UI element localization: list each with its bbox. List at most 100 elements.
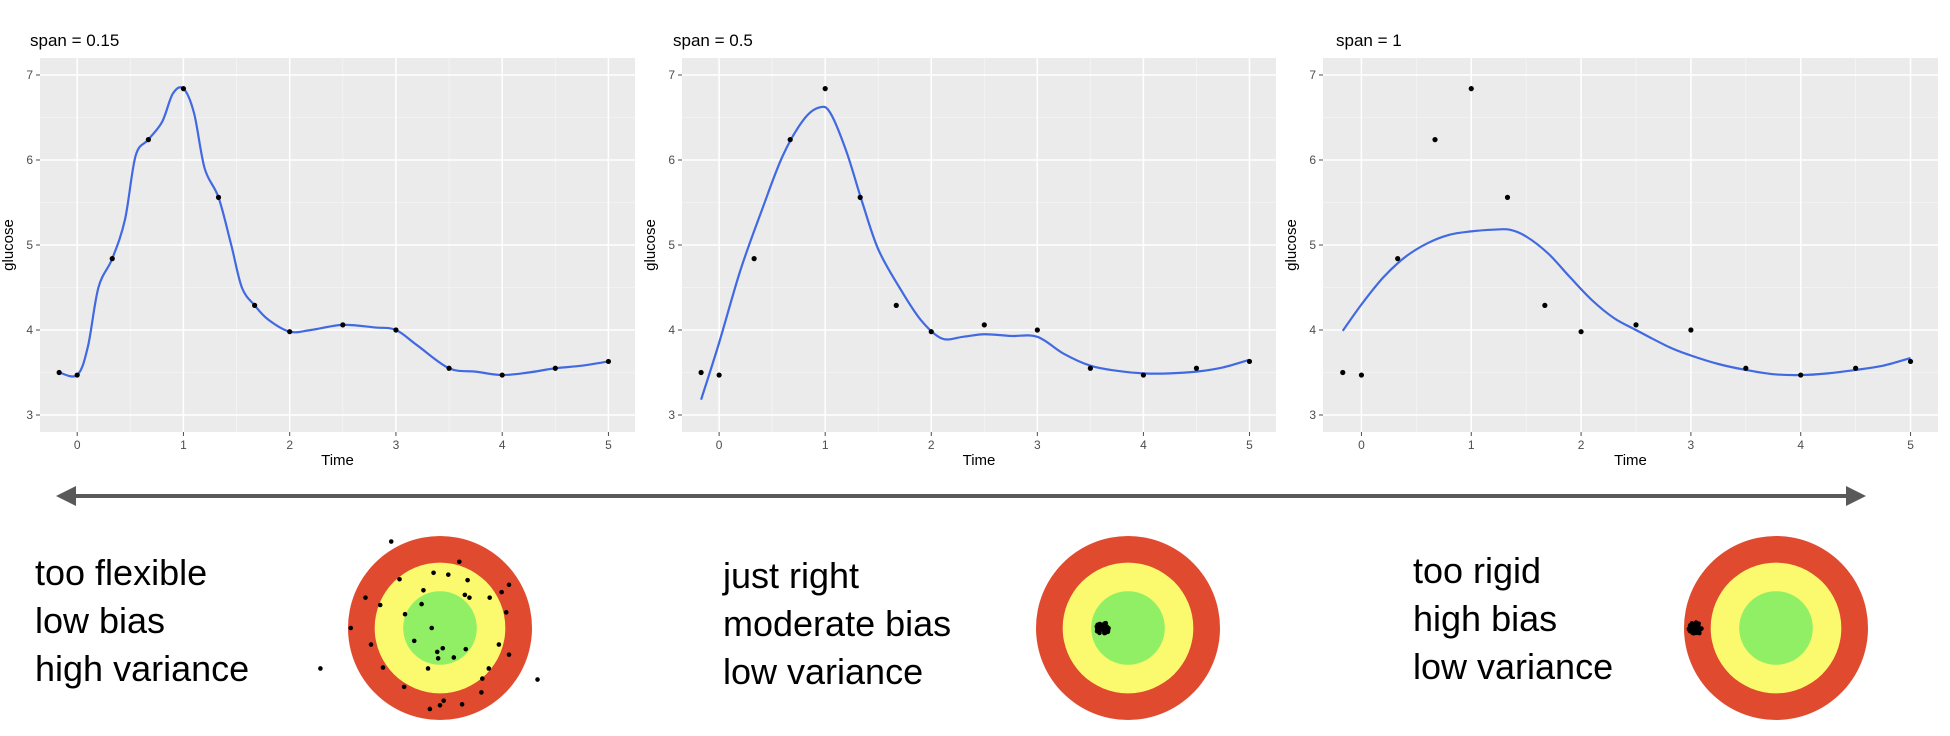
dart-hit — [363, 595, 368, 600]
dart-hit — [445, 572, 451, 577]
caption-just-right: just right moderate bias low variance — [722, 555, 951, 692]
dart-hit — [380, 665, 386, 670]
dart-hit — [419, 601, 424, 607]
data-point — [1798, 372, 1804, 378]
dart-hit — [451, 655, 457, 660]
data-point — [605, 358, 612, 365]
dartboard-target-1 — [318, 536, 540, 720]
data-point — [393, 327, 399, 333]
dart-hit — [1103, 629, 1108, 635]
y-tick-label: 7 — [668, 68, 675, 82]
dart-hit — [506, 652, 512, 657]
caption-line: too rigid — [1413, 550, 1541, 591]
data-point — [716, 372, 722, 378]
y-tick-label: 6 — [668, 153, 675, 167]
data-point — [446, 365, 452, 371]
y-tick-label: 3 — [1309, 408, 1316, 422]
target-bullseye — [1739, 591, 1813, 665]
data-point — [981, 322, 987, 328]
dart-hit — [496, 642, 502, 647]
y-tick-label: 6 — [26, 153, 33, 167]
dart-hit — [486, 666, 492, 671]
dart-hit — [401, 684, 407, 690]
data-point — [1853, 365, 1859, 371]
dart-hit — [437, 702, 443, 708]
dart-hit — [421, 587, 426, 593]
dart-hit — [487, 595, 492, 600]
data-point — [552, 365, 558, 371]
dart-hit — [459, 702, 465, 707]
x-tick-label: 3 — [1688, 438, 1695, 452]
dart-hit — [368, 642, 374, 647]
dart-hit — [402, 611, 408, 617]
chart-title: span = 0.15 — [30, 31, 119, 50]
x-tick-label: 2 — [286, 438, 293, 452]
data-point — [180, 86, 187, 92]
dart-hit — [1689, 625, 1694, 631]
y-axis-label: glucose — [1283, 219, 1300, 271]
dart-hit — [318, 666, 323, 671]
dartboard-target-2 — [1036, 536, 1220, 720]
caption-line: too flexible — [35, 552, 207, 593]
data-point — [1246, 358, 1253, 365]
dart-hit — [457, 559, 462, 565]
x-tick-label: 1 — [822, 438, 829, 452]
dart-hit — [503, 610, 509, 615]
data-point — [252, 302, 258, 308]
data-point — [215, 194, 222, 200]
data-point — [822, 86, 828, 92]
x-tick-label: 4 — [499, 438, 506, 452]
dart-hit — [427, 706, 433, 712]
x-axis-label: Time — [1614, 452, 1647, 469]
dart-hit — [479, 690, 484, 695]
data-point — [74, 372, 80, 378]
data-point — [1688, 327, 1694, 333]
dart-hit — [535, 677, 540, 682]
data-point — [751, 256, 757, 262]
dart-hit — [435, 656, 441, 661]
y-tick-label: 5 — [1309, 238, 1316, 252]
dart-hit — [1102, 621, 1107, 627]
x-axis-label: Time — [963, 452, 996, 469]
data-point — [1193, 365, 1200, 371]
y-axis-label: glucose — [642, 219, 659, 271]
x-tick-label: 5 — [1907, 438, 1914, 452]
caption-line: just right — [722, 555, 859, 596]
y-tick-label: 4 — [1309, 323, 1316, 337]
dart-hit — [434, 649, 440, 655]
dart-hit — [431, 570, 436, 576]
y-tick-label: 4 — [668, 323, 675, 337]
data-point — [928, 329, 934, 335]
dart-hit — [388, 539, 394, 544]
dart-hit — [462, 592, 468, 598]
x-tick-label: 4 — [1140, 438, 1147, 452]
dart-hit — [1098, 625, 1103, 631]
data-point — [698, 369, 704, 376]
data-point — [1034, 327, 1040, 333]
dart-hit — [429, 625, 435, 631]
data-point — [857, 194, 863, 200]
y-tick-label: 3 — [26, 408, 33, 422]
data-point — [1907, 358, 1914, 365]
dart-hit — [1694, 626, 1699, 632]
caption-line: high bias — [1413, 598, 1557, 639]
data-point — [893, 302, 899, 308]
chart-panel-3: span = 1 0 1 2 3 4 5 3 4 5 6 7 Time glucose — [1283, 31, 1938, 469]
data-point — [1358, 372, 1365, 378]
dart-hit — [348, 625, 354, 631]
dartboard-targets — [318, 536, 1868, 720]
data-point — [1432, 137, 1438, 143]
x-tick-label: 5 — [1246, 438, 1253, 452]
x-tick-label: 4 — [1797, 438, 1804, 452]
data-point — [1743, 365, 1749, 371]
dart-hit — [1689, 621, 1695, 627]
loess-smooth-line — [58, 86, 609, 378]
dart-hit — [1094, 628, 1100, 633]
x-tick-label: 1 — [180, 438, 187, 452]
caption-line: low bias — [35, 600, 165, 641]
data-point — [1542, 302, 1548, 308]
data-point — [287, 329, 293, 335]
y-tick-label: 7 — [26, 68, 33, 82]
caption-line: moderate bias — [723, 603, 951, 644]
